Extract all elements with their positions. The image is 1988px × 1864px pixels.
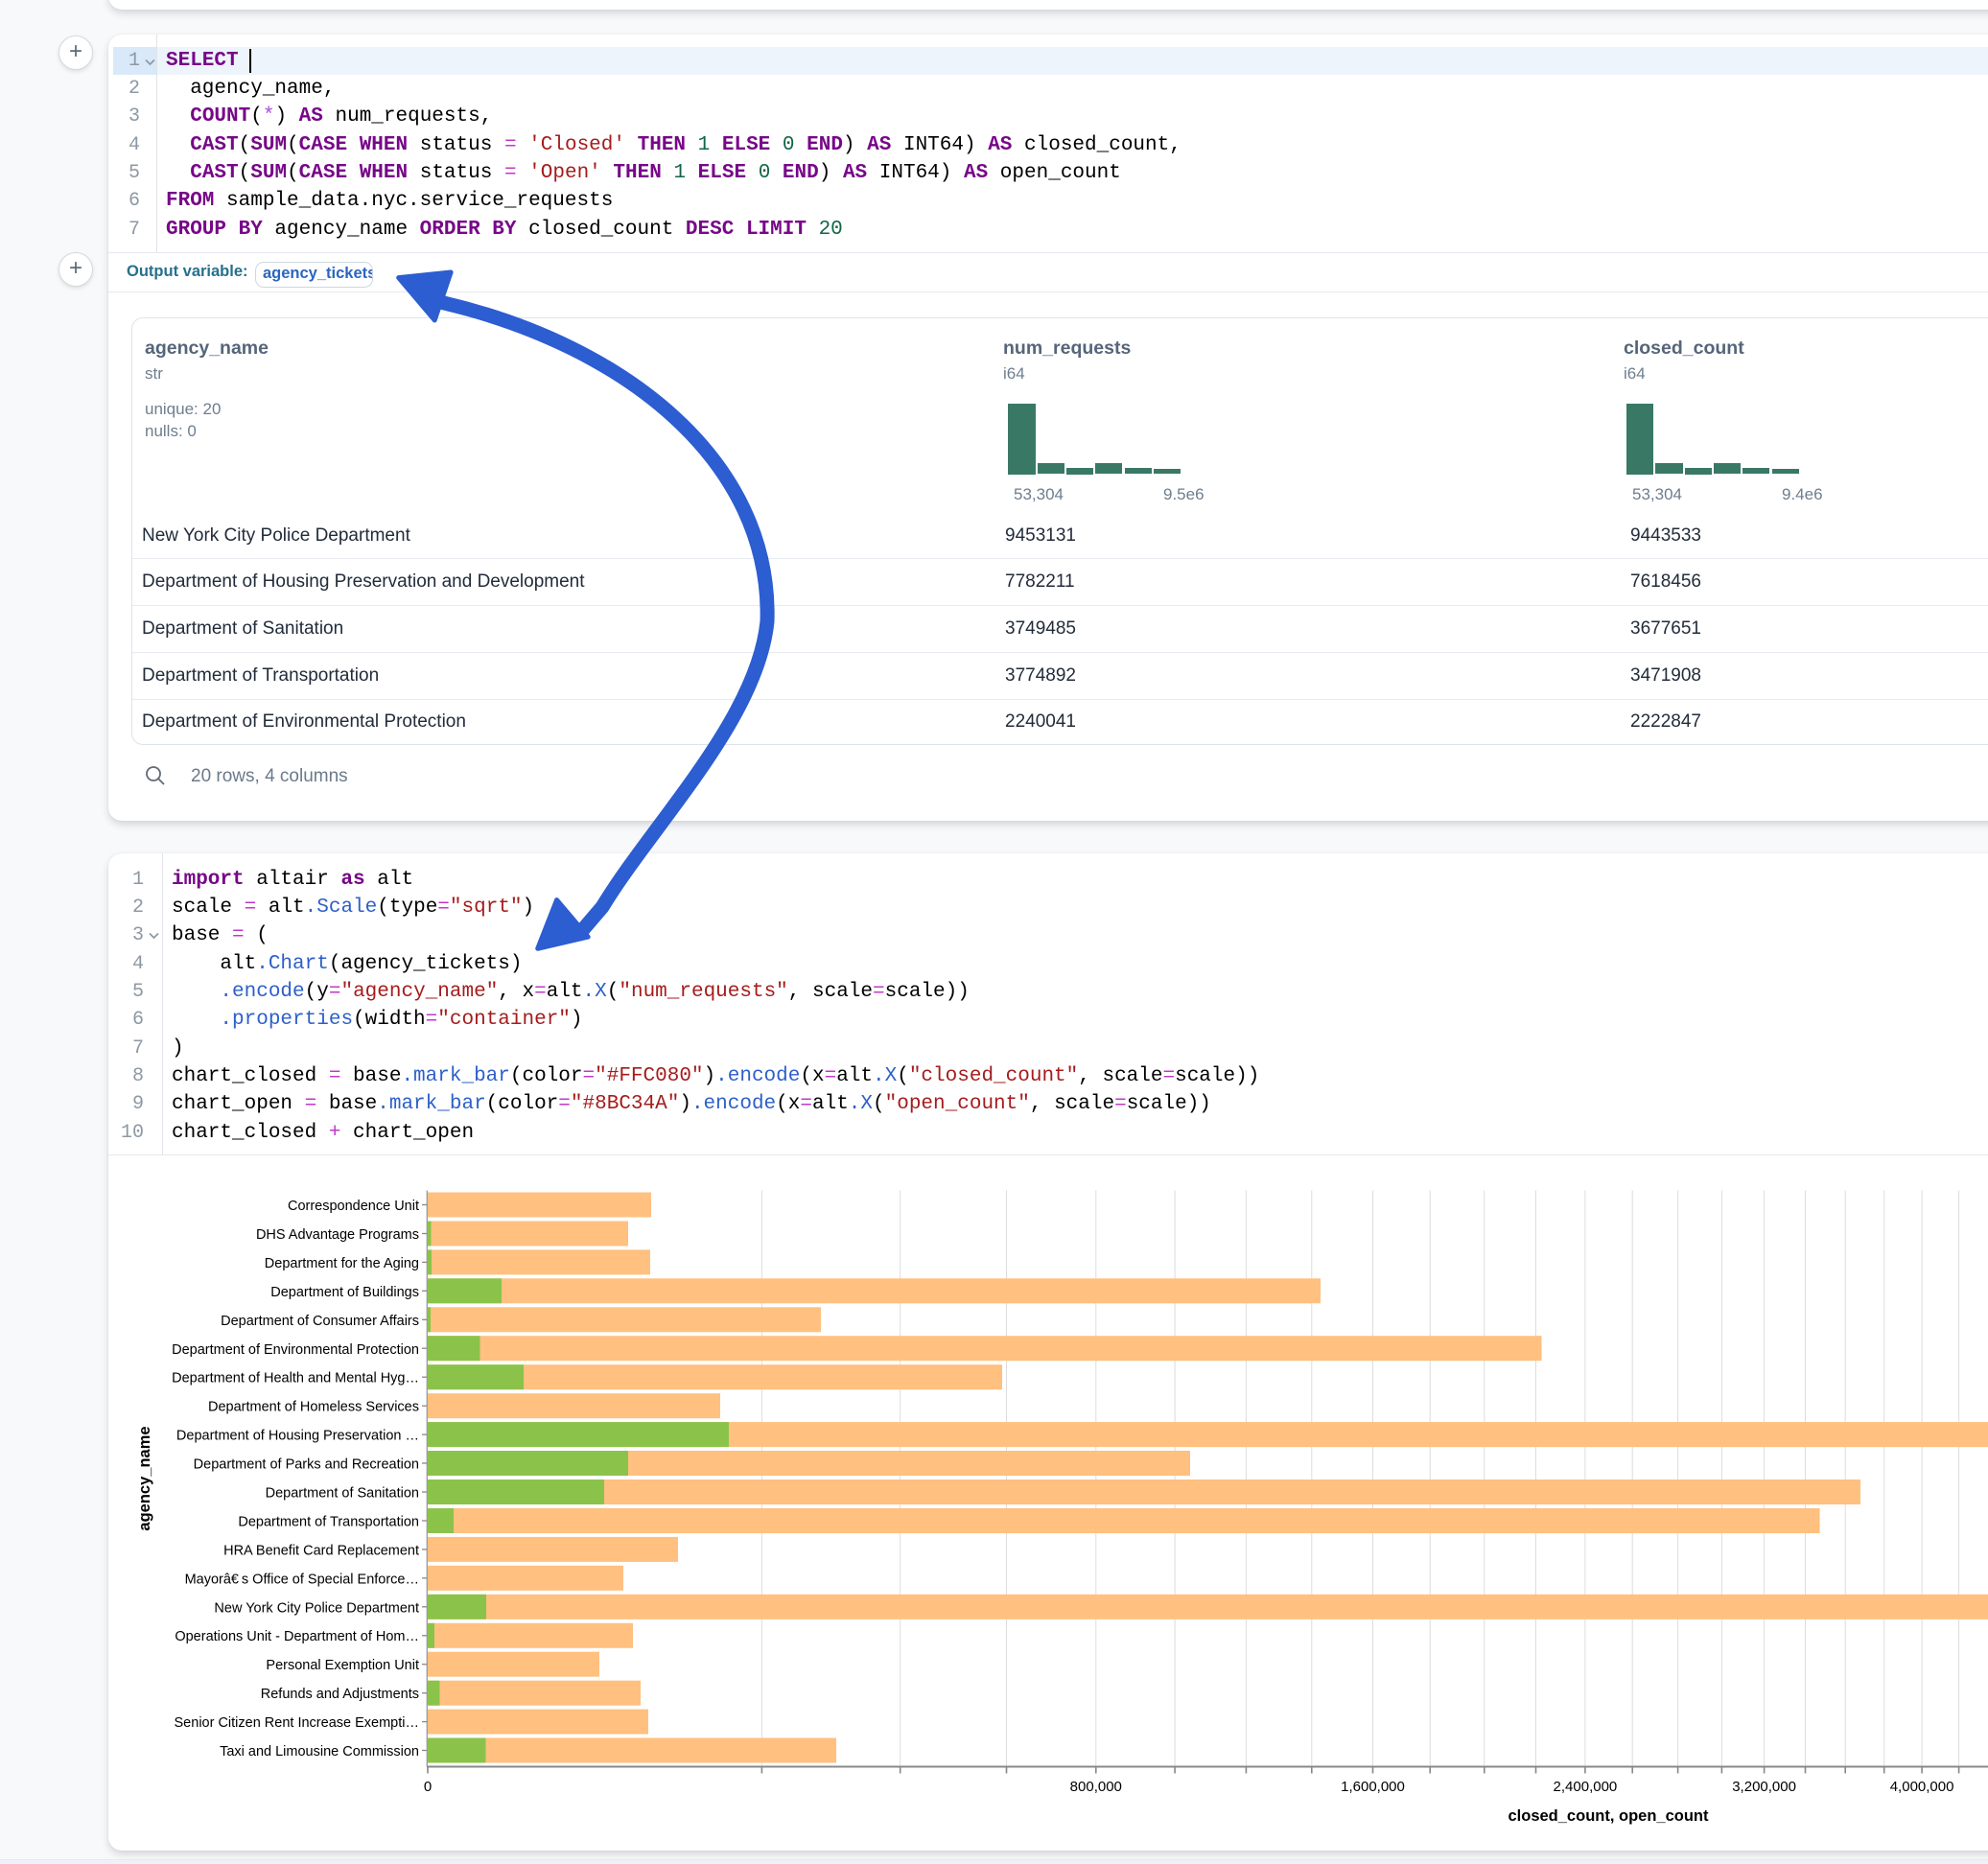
- svg-text:Department of Homeless Service: Department of Homeless Services: [208, 1400, 419, 1415]
- svg-text:4,000,000: 4,000,000: [1890, 1779, 1954, 1795]
- svg-text:agency_name: agency_name: [136, 1426, 153, 1530]
- svg-text:Department of Housing Preserva: Department of Housing Preservation …: [176, 1429, 419, 1444]
- svg-text:Department of Sanitation: Department of Sanitation: [266, 1486, 419, 1502]
- svg-text:Senior Citizen Rent Increase E: Senior Citizen Rent Increase Exempti…: [175, 1715, 419, 1731]
- svg-text:Department of Buildings: Department of Buildings: [270, 1285, 419, 1300]
- svg-text:closed_count, open_count: closed_count, open_count: [1508, 1807, 1709, 1825]
- svg-text:Refunds and Adjustments: Refunds and Adjustments: [261, 1687, 419, 1702]
- svg-text:3,200,000: 3,200,000: [1732, 1779, 1796, 1795]
- svg-text:0: 0: [424, 1779, 432, 1795]
- svg-text:Personal Exemption Unit: Personal Exemption Unit: [266, 1658, 419, 1673]
- svg-text:Mayorâ€ s Office of Special En: Mayorâ€ s Office of Special Enforce…: [185, 1572, 419, 1587]
- svg-text:Department of Environmental Pr: Department of Environmental Protection: [172, 1342, 419, 1358]
- svg-text:DHS Advantage Programs: DHS Advantage Programs: [256, 1227, 419, 1243]
- svg-text:Department of Health and Menta: Department of Health and Mental Hyg…: [172, 1371, 419, 1386]
- svg-text:Correspondence Unit: Correspondence Unit: [288, 1199, 419, 1214]
- svg-text:Taxi and Limousine Commission: Taxi and Limousine Commission: [220, 1744, 419, 1759]
- svg-text:New York City Police Departmen: New York City Police Department: [214, 1600, 419, 1616]
- svg-text:HRA Benefit Card Replacement: HRA Benefit Card Replacement: [223, 1543, 419, 1558]
- svg-text:Department for the Aging: Department for the Aging: [265, 1256, 419, 1271]
- svg-text:Operations Unit - Department o: Operations Unit - Department of Hom…: [175, 1629, 419, 1644]
- svg-text:Department of Transportation: Department of Transportation: [238, 1515, 419, 1530]
- svg-text:2,400,000: 2,400,000: [1554, 1779, 1618, 1795]
- svg-text:800,000: 800,000: [1070, 1779, 1122, 1795]
- svg-text:Department of Consumer Affairs: Department of Consumer Affairs: [221, 1314, 419, 1329]
- svg-text:Department of Parks and Recrea: Department of Parks and Recreation: [194, 1457, 419, 1473]
- svg-text:1,600,000: 1,600,000: [1341, 1779, 1405, 1795]
